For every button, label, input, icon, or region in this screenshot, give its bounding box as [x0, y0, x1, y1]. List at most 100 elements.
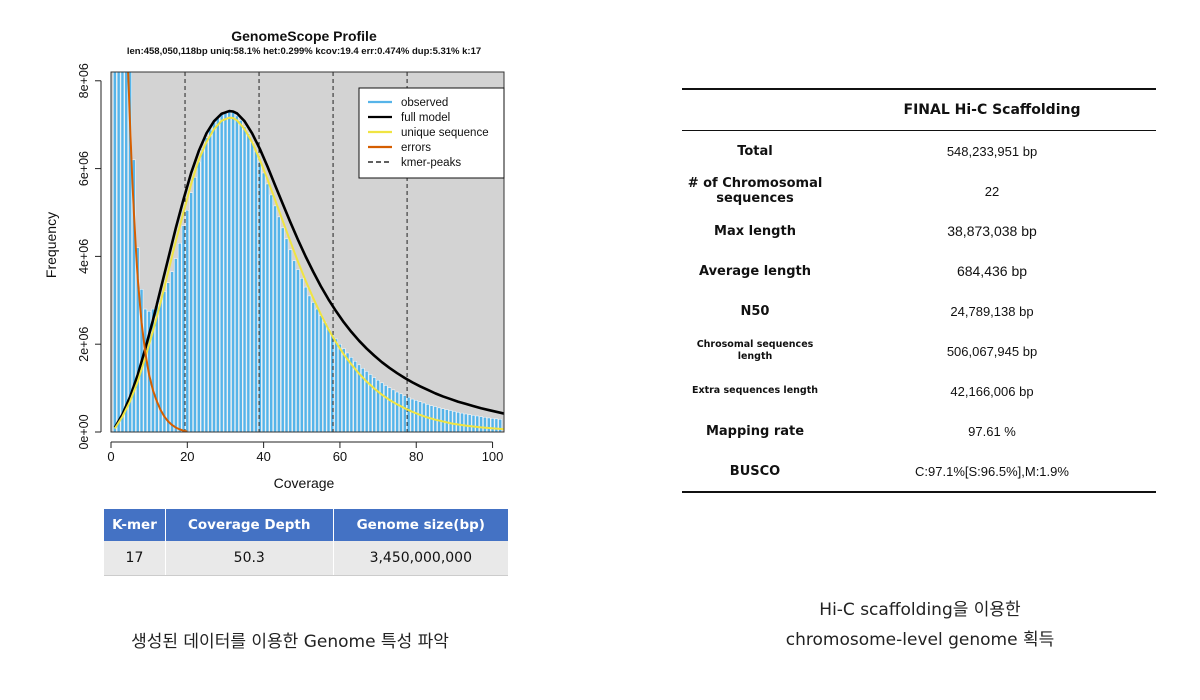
row-chromosomal-length: Chrosomal sequences length 506,067,945 b…: [682, 331, 1156, 371]
observed-bar: [143, 308, 148, 433]
observed-bar: [174, 258, 178, 433]
observed-bar: [177, 242, 182, 433]
observed-bar: [303, 286, 308, 433]
row-label: Chrosomal sequences length: [696, 339, 814, 362]
observed-bar: [208, 128, 212, 433]
observed-bar: [120, 71, 125, 433]
x-tick-label: 100: [482, 449, 504, 464]
caption-right-line2: chromosome-level genome 획득: [785, 630, 1055, 650]
observed-bar: [391, 389, 396, 433]
observed-bar: [414, 400, 418, 433]
legend-label: observed: [401, 97, 448, 109]
observed-bar: [383, 385, 388, 433]
observed-bar: [166, 282, 170, 433]
row-value: 24,789,138 bp: [950, 303, 1034, 319]
observed-bar: [273, 205, 277, 433]
caption-right-line1: Hi-C scaffolding을 이용한: [819, 600, 1021, 620]
coverage-depth-header: Coverage Depth: [165, 509, 334, 541]
observed-bar: [116, 71, 121, 433]
observed-bar: [162, 291, 167, 433]
genome-size-header: Genome size(bp): [333, 509, 508, 541]
observed-bar: [216, 117, 220, 433]
observed-bar: [185, 210, 190, 433]
row-label: Total: [737, 143, 773, 159]
row-label: BUSCO: [729, 463, 781, 479]
observed-bar: [486, 417, 491, 433]
row-value: 38,873,038 bp: [947, 223, 1037, 239]
observed-bar: [345, 352, 350, 433]
legend-label: full model: [401, 112, 450, 124]
y-axis: 0e+00 2e+06 4e+06 6e+06 8e+06: [77, 63, 102, 450]
observed-bar: [448, 410, 453, 433]
observed-bar: [280, 227, 285, 433]
row-n50: N50 24,789,138 bp: [682, 291, 1156, 331]
observed-bar: [170, 271, 174, 433]
legend-label: kmer-peaks: [401, 157, 461, 169]
plot-frame: [110, 71, 505, 433]
observed-bar: [445, 409, 449, 433]
observed-bar: [292, 260, 296, 433]
observed-bar: [113, 71, 117, 433]
observed-bar: [288, 249, 293, 433]
genomescope-chart: GenomeScope Profile len:458,050,118bp un…: [43, 28, 505, 491]
observed-bar: [456, 411, 460, 433]
chart-legend: observed full model unique sequence errors k…: [358, 87, 505, 179]
observed-bar: [212, 122, 216, 433]
row-value: 22: [984, 183, 1000, 199]
observed-bar: [197, 161, 201, 433]
observed-bar: [219, 113, 224, 433]
row-total: Total 548,233,951 bp: [682, 131, 1156, 171]
observed-bar: [227, 110, 232, 433]
observed-bar: [464, 413, 468, 433]
observed-bar: [269, 194, 273, 433]
x-axis: 0 20 40 60 80 100: [107, 441, 504, 464]
observed-bar: [338, 343, 342, 433]
row-average-length: Average length 684,436 bp: [682, 251, 1156, 291]
observed-bar: [204, 137, 209, 433]
row-label: # of Chromosomal sequences: [687, 176, 823, 206]
kmer-table-row: 17 50.3 3,450,000,000: [104, 541, 508, 576]
kmer-header: K-mer: [104, 509, 166, 541]
observed-bar: [334, 338, 338, 433]
observed-bar: [460, 412, 464, 433]
caption-left: 생성된 데이터를 이용한 Genome 특성 파악: [131, 632, 449, 652]
observed-bar: [231, 112, 235, 433]
chart-subtitle: len:458,050,118bp uniq:58.1% het:0.299% …: [127, 46, 481, 57]
table-top-rule: [682, 88, 1156, 90]
row-chromosomal-sequences: # of Chromosomal sequences 22: [682, 171, 1156, 211]
observed-bar: [418, 401, 422, 433]
observed-bar: [475, 415, 480, 433]
observed-bar: [471, 415, 476, 433]
row-mapping-rate: Mapping rate 97.61 %: [682, 411, 1156, 451]
row-label: Mapping rate: [705, 423, 805, 439]
table-bottom-rule: [682, 491, 1156, 493]
observed-bar: [483, 417, 487, 433]
row-extra-length: Extra sequences length 42,166,006 bp: [682, 371, 1156, 411]
legend-label: errors: [401, 142, 431, 154]
observed-bar: [246, 133, 251, 433]
observed-bar: [410, 398, 415, 433]
unique-sequence-curve: [113, 116, 505, 431]
scaffolding-header: FINAL Hi-C Scaffolding: [903, 102, 1081, 118]
observed-bar: [399, 393, 403, 433]
observed-bar: [395, 391, 399, 433]
observed-bar: [189, 192, 193, 433]
full-model-curve: [113, 109, 505, 429]
caption-right: Hi-C scaffolding을 이용한 chromosome-level g…: [690, 595, 1150, 655]
x-axis-label: Coverage: [274, 475, 335, 491]
row-value: C:97.1%[S:96.5%],M:1.9%: [915, 463, 1069, 479]
observed-bar: [277, 216, 281, 433]
observed-bar: [467, 414, 472, 433]
observed-bar: [490, 418, 495, 433]
y-axis-label: Frequency: [43, 212, 59, 278]
observed-bar: [235, 115, 239, 433]
y-tick-label: 6e+06: [77, 151, 91, 186]
coverage-depth-value: 50.3: [165, 541, 334, 576]
row-label: Average length: [698, 263, 812, 279]
observed-bar: [250, 141, 254, 433]
observed-bar: [387, 387, 392, 433]
x-tick-label: 0: [107, 449, 114, 464]
row-label: Max length: [714, 223, 796, 239]
observed-bar: [261, 172, 266, 433]
y-tick-label: 2e+06: [77, 327, 91, 362]
